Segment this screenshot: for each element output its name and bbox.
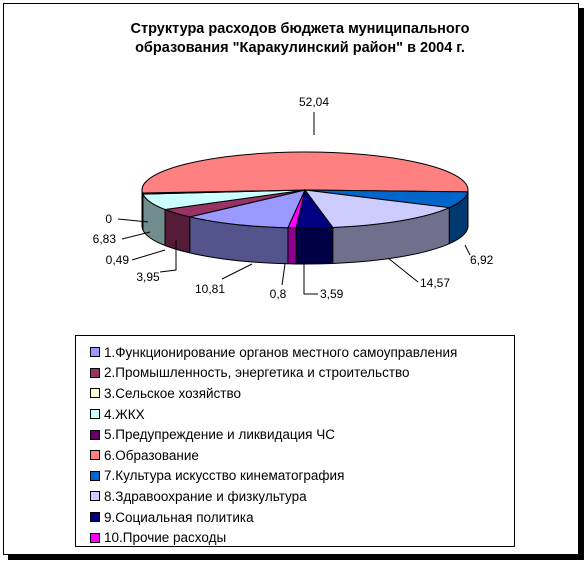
legend-swatch-6 [90,450,100,461]
legend-item-2: 2.Промышленность, энергетика и строитель… [76,363,514,384]
legend-swatch-9 [90,512,100,523]
legend-swatch-1 [90,347,100,358]
leader-line-10 [281,263,286,286]
data-label-8: 14,57 [420,276,450,290]
legend-item-8: 8.Здравоохрание и физкультура [76,486,514,507]
legend-item-5: 5.Предупреждение и ликвидация ЧС [76,424,514,445]
leader-line-1 [221,263,253,280]
pie-chart: 10,81 3,95 0 6,83 0,49 52,04 6,92 14,57 3,59 0,8 [93,95,494,301]
legend-label-8: 8.Здравоохрание и физкультура [104,488,307,504]
leader-line-7 [464,244,471,256]
legend-swatch-2 [90,367,100,378]
legend-label-5: 5.Предупреждение и ликвидация ЧС [104,427,335,443]
leader-line-5 [131,249,166,261]
leader-line-2 [159,240,177,273]
data-label-10: 0,8 [270,287,287,301]
slice-6 [141,151,469,194]
legend-item-1: 1.Функционирование органов местного само… [76,342,514,363]
data-label-2: 3,95 [136,270,160,284]
slice-side-9 [295,226,334,265]
legend-swatch-10 [90,532,100,543]
data-label-7: 6,92 [470,253,494,267]
legend-swatch-5 [90,429,100,440]
legend-item-4: 4.ЖКХ [76,404,514,425]
slice-1 [189,189,306,229]
legend-item-10: 10.Прочие расходы [76,527,514,548]
legend-item-7: 7.Культура искусство кинематография [76,466,514,487]
chart-title: Структура расходов бюджета муниципальног… [60,20,540,58]
leader-lines [117,112,471,295]
legend-swatch-3 [90,388,100,399]
legend-label-1: 1.Функционирование органов местного само… [104,344,458,360]
legend-item-9: 9.Социальная политика [76,507,514,528]
slice-8 [303,189,452,228]
legend: 1.Функционирование органов местного само… [75,335,515,547]
data-label-5: 0,49 [106,253,130,267]
leader-line-8 [387,257,419,283]
leader-line-4 [121,231,151,240]
chart-title-line-1: Структура расходов бюджета муниципальног… [130,21,470,37]
legend-label-10: 10.Прочие расходы [104,530,227,546]
data-label-9: 3,59 [320,287,344,301]
legend-label-2: 2.Промышленность, энергетика и строитель… [104,365,410,381]
legend-swatch-4 [90,409,100,420]
leader-line-9 [303,262,318,295]
slice-10 [287,189,306,229]
leader-line-3 [117,218,149,223]
legend-item-6: 6.Образование [76,445,514,466]
pie-slices [141,151,469,229]
chart-title-line-2: образования "Каракулинский район" в 2004… [135,40,465,56]
legend-swatch-8 [90,491,100,502]
data-label-6: 52,04 [299,95,329,109]
legend-label-7: 7.Культура искусство кинематография [104,468,345,484]
legend-label-3: 3.Сельское хозяйство [104,385,242,401]
legend-swatch-7 [90,470,100,481]
legend-label-9: 9.Социальная политика [104,509,254,525]
data-label-3: 0 [105,212,112,226]
data-label-1: 10,81 [195,282,225,296]
data-labels: 10,81 3,95 0 6,83 0,49 52,04 6,92 14,57 3,59 0,8 [93,95,494,301]
data-label-4: 6,83 [93,232,117,246]
slice-side-10 [287,227,297,265]
legend-label-4: 4.ЖКХ [104,406,145,422]
legend-label-6: 6.Образование [104,447,199,463]
legend-item-3: 3.Сельское хозяйство [76,383,514,404]
